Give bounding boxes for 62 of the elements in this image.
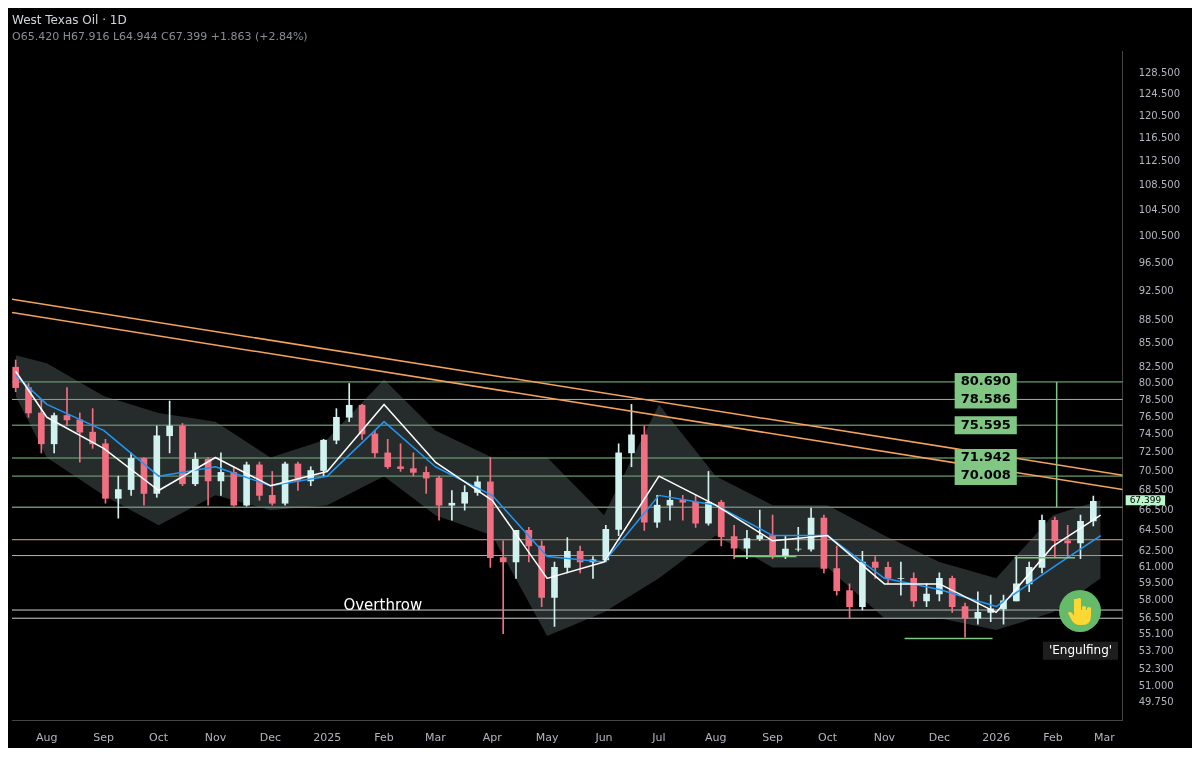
- y-tick-label: 80.500: [1138, 377, 1174, 389]
- x-tick-label: May: [535, 731, 560, 745]
- y-tick-label: 52.300: [1138, 663, 1174, 675]
- x-tick-label: Jul: [651, 731, 666, 745]
- ref-line-label: Overthrow: [343, 595, 423, 614]
- x-tick-label: Nov: [873, 731, 896, 745]
- y-tick-label: 100.500: [1138, 229, 1181, 241]
- x-tick-label: Sep: [93, 731, 115, 745]
- y-tick-label: 72.500: [1138, 446, 1174, 458]
- x-tick-label: Nov: [204, 731, 227, 745]
- y-tick-label: 64.500: [1138, 524, 1174, 535]
- ref-line-label: 70.008: [960, 467, 1011, 483]
- y-tick-label: 85.500: [1138, 337, 1174, 349]
- x-tick-label: Feb: [374, 731, 394, 745]
- y-tick-label: 70.500: [1138, 465, 1174, 477]
- y-tick-label: 61.000: [1138, 560, 1174, 572]
- y-tick-label: 116.500: [1138, 132, 1181, 144]
- x-tick-label: Dec: [928, 731, 951, 745]
- annotation: 'Engulfing': [1048, 642, 1113, 657]
- chart-subtitle: O65.420 H67.916 L64.944 C67.399 +1.863 (+2.84%): [12, 29, 308, 43]
- y-tick-label: 59.500: [1138, 577, 1174, 589]
- y-tick-label: 58.000: [1138, 594, 1174, 606]
- x-tick-label: Oct: [818, 731, 838, 745]
- y-tick-label: 92.500: [1138, 284, 1174, 296]
- y-tick-label: 56.500: [1138, 611, 1174, 623]
- ref-line-label: 71.942: [960, 449, 1011, 465]
- ref-line-label: 75.595: [960, 416, 1011, 432]
- x-tick-label: Dec: [259, 731, 282, 745]
- ref-line-label: 80.690: [960, 373, 1011, 389]
- x-tick-label: Mar: [424, 731, 447, 745]
- x-tick-label: 2025: [313, 731, 342, 745]
- y-tick-label: 78.500: [1138, 393, 1174, 405]
- x-tick-label: Apr: [482, 731, 503, 745]
- x-tick-label: Feb: [1043, 731, 1063, 745]
- chart-title: West Texas Oil · 1D: [12, 13, 127, 28]
- y-tick-label: 51.000: [1138, 679, 1174, 691]
- y-tick-label: 120.500: [1138, 109, 1181, 121]
- y-tick-label: 74.500: [1138, 428, 1174, 440]
- x-tick-label: Aug: [36, 731, 58, 745]
- x-tick-label: Sep: [762, 731, 783, 745]
- y-tick-label: 76.500: [1138, 410, 1174, 422]
- y-tick-label: 49.750: [1138, 696, 1174, 708]
- x-tick-label: Oct: [149, 731, 169, 745]
- y-tick-label: 112.500: [1138, 155, 1181, 167]
- x-tick-label: Jun: [594, 731, 613, 745]
- y-tick-label: 108.500: [1138, 179, 1181, 191]
- y-tick-label: 96.500: [1138, 256, 1174, 268]
- y-tick-label: 53.700: [1138, 645, 1174, 657]
- y-tick-label: 128.500: [1138, 67, 1181, 79]
- y-tick-label: 88.500: [1138, 314, 1174, 326]
- ref-line-label: 78.586: [960, 390, 1011, 406]
- y-tick-label: 82.500: [1138, 360, 1174, 372]
- x-tick-label: 2026: [982, 731, 1011, 745]
- y-tick-label: 124.500: [1138, 87, 1181, 99]
- y-tick-label: 104.500: [1138, 204, 1181, 216]
- y-tick-label: 66.500: [1138, 503, 1174, 515]
- y-tick-label: 68.500: [1138, 484, 1174, 496]
- x-tick-label: Aug: [705, 731, 727, 745]
- text: 67.399: [1129, 494, 1162, 505]
- x-tick-label: Mar: [1093, 731, 1116, 745]
- y-tick-label: 62.500: [1138, 544, 1174, 556]
- y-tick-label: 55.100: [1138, 628, 1174, 640]
